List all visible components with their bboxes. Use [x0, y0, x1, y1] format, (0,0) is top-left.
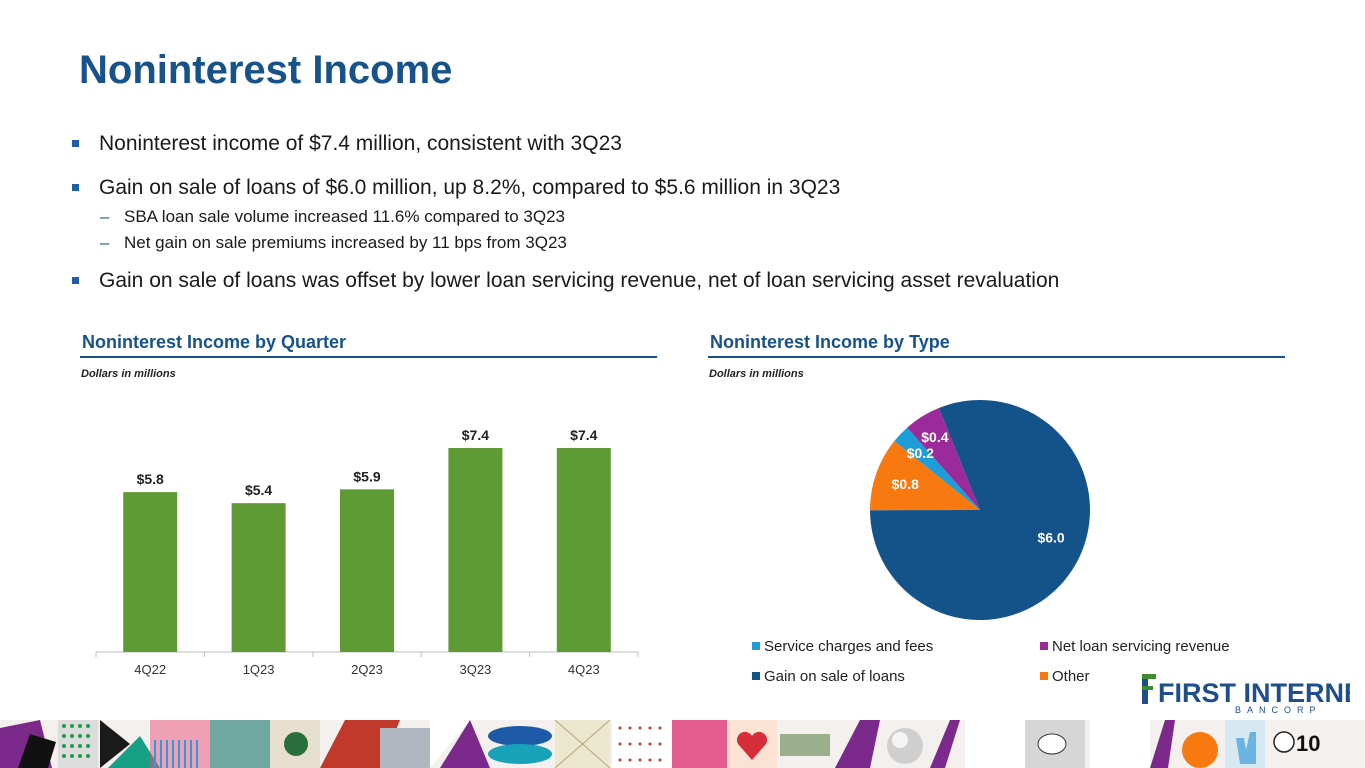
pie-slice-service-charges-and-fees: [894, 427, 980, 510]
legend-swatch-icon: [1040, 672, 1048, 680]
bullet-square-icon: [72, 277, 79, 284]
pie-chart-subtitle: Dollars in millions: [709, 368, 804, 380]
bullet-text: Gain on sale of loans of $6.0 million, u…: [99, 176, 841, 199]
dash-icon: –: [100, 207, 110, 226]
bar-value-label: $7.4: [462, 427, 489, 443]
sub-bullet-item: – Net gain on sale premiums increased by…: [72, 230, 1292, 256]
x-tick-label: 2Q23: [351, 662, 383, 677]
bullet-item: Gain on sale of loans was offset by lowe…: [72, 267, 1292, 295]
bullet-square-icon: [72, 184, 79, 191]
legend-label: Service charges and fees: [764, 638, 934, 655]
bar-4Q23: [556, 448, 611, 652]
x-tick-label: 1Q23: [243, 662, 275, 677]
sub-bullet-item: – SBA loan sale volume increased 11.6% c…: [72, 204, 1292, 230]
bullet-text: Gain on sale of loans was offset by lowe…: [99, 269, 1060, 292]
pie-slice-other: [870, 441, 980, 511]
logo-tagline: BANCORP: [1235, 705, 1322, 715]
bar-1Q23: [231, 503, 286, 652]
bar-chart-title-rule: [80, 356, 657, 358]
bar-chart-title: Noninterest Income by Quarter: [82, 332, 347, 352]
bar-value-label: $5.9: [353, 468, 380, 484]
legend-swatch-icon: [752, 672, 760, 680]
legend-item: Net loan servicing revenue: [1040, 638, 1230, 655]
pie-value-label: $0.8: [892, 476, 919, 492]
pie-value-label: $6.0: [1037, 530, 1064, 546]
x-tick-label: 3Q23: [459, 662, 491, 677]
company-logo: FIRST INTERNET BANCORP: [1142, 674, 1350, 715]
bar-value-label: $5.8: [137, 471, 164, 487]
page-number: 10: [1296, 731, 1321, 756]
legend-label: Net loan servicing revenue: [1052, 638, 1230, 655]
bar-3Q23: [448, 448, 503, 652]
legend-item: Other: [1040, 668, 1090, 685]
bar-chart: $5.8 4Q22 $5.4 1Q23 $5.9 2Q23 $7.4 3Q23 $7.4 4Q23: [95, 427, 639, 677]
bar-chart-subtitle: Dollars in millions: [81, 368, 176, 380]
page-title: Noninterest Income: [79, 48, 453, 92]
legend-item: Service charges and fees: [752, 638, 933, 655]
logo-wordmark: FIRST INTERNET: [1158, 678, 1350, 708]
x-tick-label: 4Q23: [568, 662, 600, 677]
bullet-square-icon: [72, 140, 79, 147]
sub-bullet-text: SBA loan sale volume increased 11.6% com…: [124, 207, 566, 226]
pie-chart-title-rule: [708, 356, 1285, 358]
bullet-item: Gain on sale of loans of $6.0 million, u…: [72, 174, 1292, 202]
sub-bullet-text: Net gain on sale premiums increased by 1…: [124, 233, 567, 252]
dash-icon: –: [100, 233, 110, 252]
bar-4Q22: [123, 492, 178, 652]
bar-2Q23: [340, 489, 394, 652]
pie-chart-title: Noninterest Income by Type: [710, 332, 950, 352]
x-tick-label: 4Q22: [134, 662, 166, 677]
pie-slice-gain-on-sale-of-loans: [870, 400, 1090, 620]
legend-label: Other: [1052, 668, 1090, 685]
bullet-item: Noninterest income of $7.4 million, cons…: [72, 130, 1292, 158]
legend-swatch-icon: [752, 642, 760, 650]
bar-value-label: $5.4: [245, 482, 272, 498]
legend-label: Gain on sale of loans: [764, 668, 905, 685]
bullet-text: Noninterest income of $7.4 million, cons…: [99, 132, 622, 155]
bullet-list: Noninterest income of $7.4 million, cons…: [72, 130, 1292, 295]
pie-slice-net-loan-servicing-revenue: [907, 408, 980, 510]
decorative-footer-strip: [0, 720, 1365, 768]
bar-value-label: $7.4: [570, 427, 597, 443]
pie-chart: $6.0 $0.8 $0.2$0.4: [870, 400, 1090, 620]
legend-swatch-icon: [1040, 642, 1048, 650]
legend-item: Gain on sale of loans: [752, 668, 905, 685]
pie-value-label: $0.2: [907, 445, 934, 461]
pie-value-label: $0.4: [921, 429, 948, 445]
